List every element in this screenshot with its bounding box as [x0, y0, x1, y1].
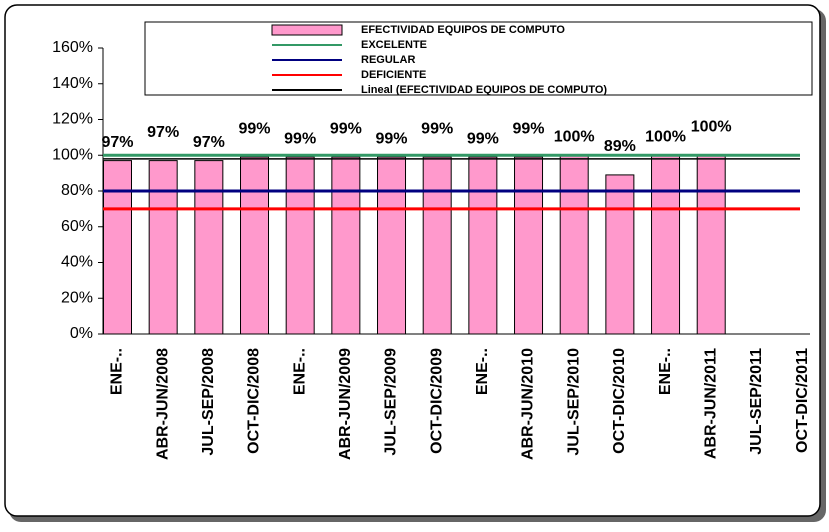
x-tick-label: ENE-.. [291, 348, 308, 395]
x-tick-label: JUL-SEP/2009 [383, 348, 400, 456]
y-tick-label: 0% [70, 325, 93, 342]
data-label: 100% [645, 128, 686, 145]
y-tick-label: 100% [52, 146, 93, 163]
x-tick-label: ENE-.. [657, 348, 674, 395]
data-label: 99% [330, 120, 362, 137]
legend-label: EFECTIVIDAD EQUIPOS DE COMPUTO [361, 24, 565, 36]
data-label: 99% [284, 130, 316, 147]
y-tick-label: 120% [52, 111, 93, 128]
x-tick-label: ABR-JUN/2010 [520, 348, 537, 460]
bar [651, 154, 681, 335]
data-label: 99% [238, 120, 270, 137]
bar [514, 156, 544, 335]
x-tick-label: OCT-DIC/2011 [794, 348, 811, 453]
bar [377, 156, 407, 335]
data-label: 99% [513, 120, 545, 137]
x-tick-label: ABR-JUN/2009 [337, 348, 354, 460]
bar [148, 160, 178, 335]
legend-label: REGULAR [361, 54, 415, 66]
bar [240, 156, 270, 335]
x-tick-label: ENE-.. [109, 348, 126, 395]
data-label: 100% [691, 118, 732, 135]
data-label: 97% [147, 124, 179, 141]
y-tick-label: 140% [52, 75, 93, 92]
bar [422, 156, 452, 335]
frame [4, 4, 821, 517]
bar [331, 156, 361, 335]
data-label: 99% [421, 120, 453, 137]
bar [559, 154, 589, 335]
legend-swatch [271, 24, 343, 36]
bar [103, 160, 132, 335]
y-tick-label: 60% [61, 218, 93, 235]
x-tick-label: JUL-SEP/2011 [748, 348, 765, 455]
data-label: 89% [604, 138, 636, 155]
x-tick-label: OCT-DIC/2009 [428, 348, 445, 454]
bar [605, 174, 635, 335]
y-tick-label: 80% [61, 182, 93, 199]
legend-label: DEFICIENTE [361, 69, 426, 81]
x-tick-label: JUL-SEP/2008 [200, 348, 217, 456]
x-tick-label: OCT-DIC/2008 [246, 348, 263, 454]
data-label: 100% [554, 128, 595, 145]
data-label: 97% [193, 134, 225, 151]
bar [468, 156, 498, 335]
data-label: 99% [376, 130, 408, 147]
y-tick-label: 40% [61, 254, 93, 271]
data-label: 97% [101, 134, 133, 151]
x-tick-label: ABR-JUN/2008 [154, 348, 171, 460]
x-tick-label: ENE-.. [474, 348, 491, 395]
x-tick-label: OCT-DIC/2010 [611, 348, 628, 454]
y-tick-label: 20% [61, 289, 93, 306]
bar [696, 154, 726, 335]
legend-box [144, 21, 813, 96]
x-tick-label: JUL-SEP/2010 [565, 348, 582, 456]
bar [285, 156, 315, 335]
data-label: 99% [467, 130, 499, 147]
x-tick-label: ABR-JUN/2011 [702, 348, 719, 459]
legend-label: EXCELENTE [361, 39, 427, 51]
legend-label: Lineal (EFECTIVIDAD EQUIPOS DE COMPUTO) [361, 84, 607, 96]
bar [194, 160, 224, 335]
y-tick-label: 160% [52, 39, 93, 56]
